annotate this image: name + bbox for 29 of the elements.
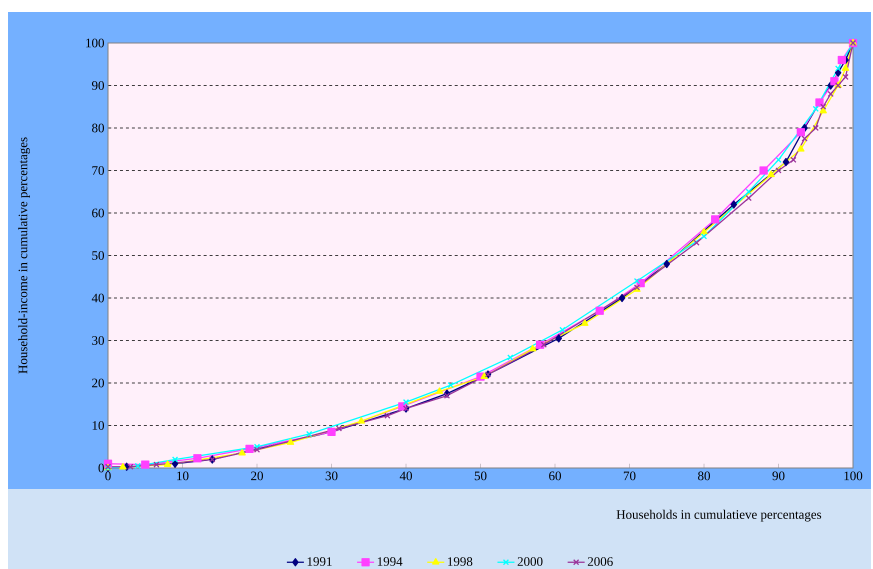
- y-tick-label: 60: [92, 208, 104, 218]
- legend-label: 2000: [518, 557, 543, 566]
- legend-label: 1998: [448, 557, 472, 566]
- x-tick-label: 10: [177, 472, 188, 480]
- legend-label: 1994: [378, 557, 402, 566]
- legend-label: 2006: [588, 557, 613, 566]
- x-tick-label: 30: [326, 472, 338, 480]
- y-tick-label: 80: [92, 124, 104, 132]
- y-tick-label: 40: [92, 294, 104, 302]
- x-tick-label: 100: [844, 472, 862, 480]
- x-tick-label: 70: [624, 472, 636, 480]
- y-tick-label: 50: [92, 251, 104, 260]
- x-tick-label: 90: [772, 472, 784, 480]
- x-tick-label: 80: [698, 472, 710, 480]
- y-tick-label: 20: [92, 378, 104, 388]
- x-tick-label: 40: [400, 472, 412, 480]
- x-tick-label: 60: [549, 472, 561, 480]
- x-tick-label: 20: [251, 472, 263, 480]
- legend-label: 1991: [308, 557, 332, 566]
- y-tick-label: 10: [92, 421, 104, 430]
- y-tick-label: 100: [86, 38, 104, 48]
- y-tick-label: 90: [92, 81, 104, 90]
- x-tick-label: 0: [105, 472, 111, 480]
- y-tick-label: 70: [92, 166, 104, 175]
- y-tick-label: 30: [92, 336, 104, 345]
- y-axis-title: Household-income in cumulative percentages: [18, 137, 30, 374]
- y-tick-label: 0: [98, 464, 104, 472]
- x-axis-title: Households in cumulatieve percentages: [616, 510, 822, 522]
- x-tick-label: 50: [474, 472, 486, 480]
